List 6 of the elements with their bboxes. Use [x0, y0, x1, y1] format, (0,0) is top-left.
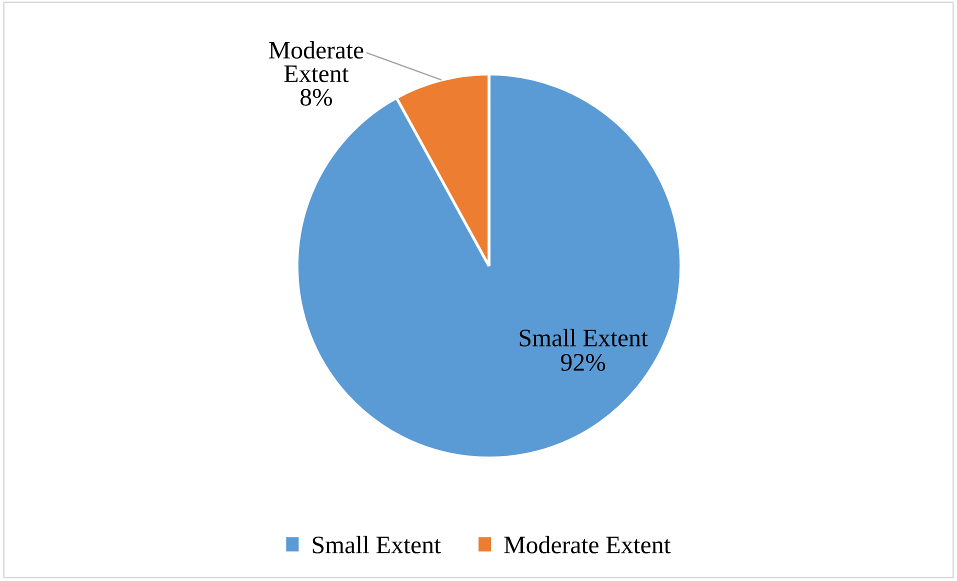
slice-label: Moderate Extent — [269, 41, 364, 82]
legend-label: Moderate Extent — [504, 536, 671, 554]
slice-label: Small Extent — [520, 328, 648, 346]
data-label: 92% — [560, 354, 606, 371]
legend-label: Small Extent — [312, 536, 441, 554]
data-label: 8% — [300, 88, 332, 106]
